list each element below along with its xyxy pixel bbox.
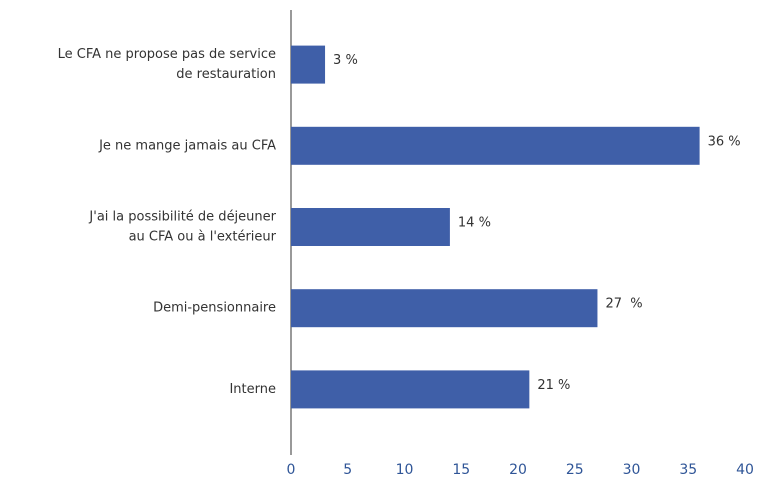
value-label: 14 % [458,216,491,231]
category-label: Interne [229,382,276,397]
value-label: 21 % [537,378,570,393]
value-label: 27 % [605,297,642,312]
value-label: 36 % [708,134,741,149]
value-label: 3 % [333,53,358,68]
category-label: de restauration [176,67,276,82]
category-label: Le CFA ne propose pas de service [58,47,276,62]
x-tick-label: 40 [736,462,754,478]
bar [291,45,326,84]
category-label: au CFA ou à l'extérieur [129,230,277,245]
x-tick-label: 25 [566,462,584,478]
x-tick-label: 15 [452,462,470,478]
bar [291,289,598,328]
category-label: J'ai la possibilité de déjeuner [88,210,276,225]
category-label: Je ne mange jamais au CFA [98,138,276,153]
x-tick-label: 5 [343,462,352,478]
x-tick-label: 30 [623,462,641,478]
x-tick-label: 35 [679,462,697,478]
bar [291,370,530,409]
bar [291,208,450,246]
x-tick-label: 0 [287,462,296,478]
x-tick-label: 20 [509,462,527,478]
bar [291,126,700,165]
x-tick-label: 10 [396,462,414,478]
category-label: Demi-pensionnaire [153,301,276,316]
